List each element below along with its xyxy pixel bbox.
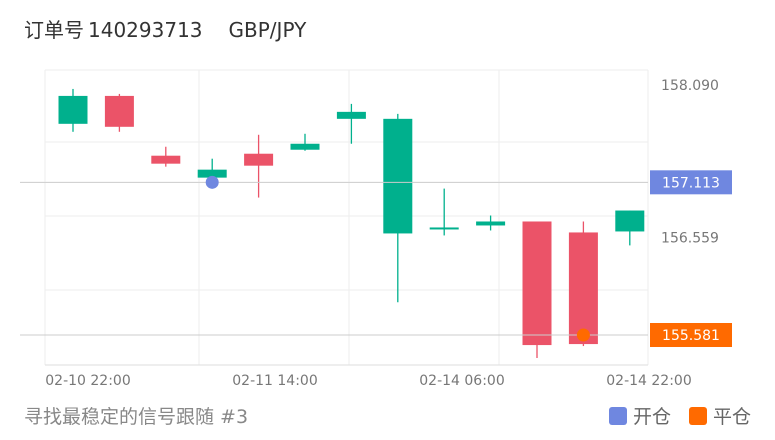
legend-open-swatch (608, 406, 627, 425)
x-tick-label: 02-14 22:00 (606, 373, 691, 389)
x-tick-label: 02-14 06:00 (419, 373, 504, 389)
candle (58, 88, 88, 132)
close-price-label: 155.581 (662, 328, 720, 344)
candle-body (151, 155, 181, 164)
x-tick-label: 02-11 14:00 (232, 373, 317, 389)
markers-group: 157.113 155.581 (20, 170, 732, 348)
y-tick-label: 158.090 (661, 78, 719, 94)
y-tick-label: 156.559 (661, 231, 719, 247)
open-marker (205, 175, 219, 189)
candle-body (104, 95, 134, 127)
candle (104, 93, 134, 132)
candle-body (290, 143, 320, 150)
currency-pair: GBP/JPY (228, 18, 307, 42)
chart-header: 订单号 140293713 GBP/JPY (24, 14, 306, 42)
candle-body (429, 227, 459, 230)
order-label: 订单号 (24, 18, 84, 42)
legend-item-close: 平仓 (688, 402, 751, 429)
close-marker (576, 328, 590, 342)
candles-group (58, 88, 645, 359)
close-price-tag (650, 323, 732, 348)
legend-close-label: 平仓 (712, 406, 751, 428)
chart-legend: 开仓 平仓 (608, 402, 751, 429)
candle-body (615, 210, 645, 232)
legend-close-swatch (688, 406, 707, 425)
candle (244, 134, 274, 198)
chart-footer-caption: 寻找最稳定的信号跟随 #3 (24, 406, 249, 428)
legend-open-label: 开仓 (632, 406, 671, 428)
legend-item-open: 开仓 (608, 402, 671, 429)
candle-body (244, 153, 274, 166)
candle (568, 221, 598, 347)
candle (615, 210, 645, 246)
candle-body (336, 111, 366, 119)
x-tick-label: 02-10 22:00 (45, 373, 130, 389)
candle (429, 188, 459, 236)
candle (383, 113, 413, 303)
candle-body (383, 118, 413, 234)
open-price-tag (650, 170, 732, 195)
candle (522, 221, 552, 359)
candle-body (568, 232, 598, 345)
order-number: 140293713 (88, 18, 203, 42)
candle-body (197, 169, 227, 178)
candle (476, 215, 506, 231)
candle (290, 133, 320, 151)
candle (151, 146, 181, 167)
candle-body (476, 221, 506, 226)
candle-body (58, 95, 88, 124)
open-price-label: 157.113 (662, 175, 720, 191)
chart-axes: 158.090 156.559 02-10 22:00 02-11 14:00 02-1… (45, 78, 719, 389)
candle-body (522, 221, 552, 346)
candle (336, 103, 366, 144)
